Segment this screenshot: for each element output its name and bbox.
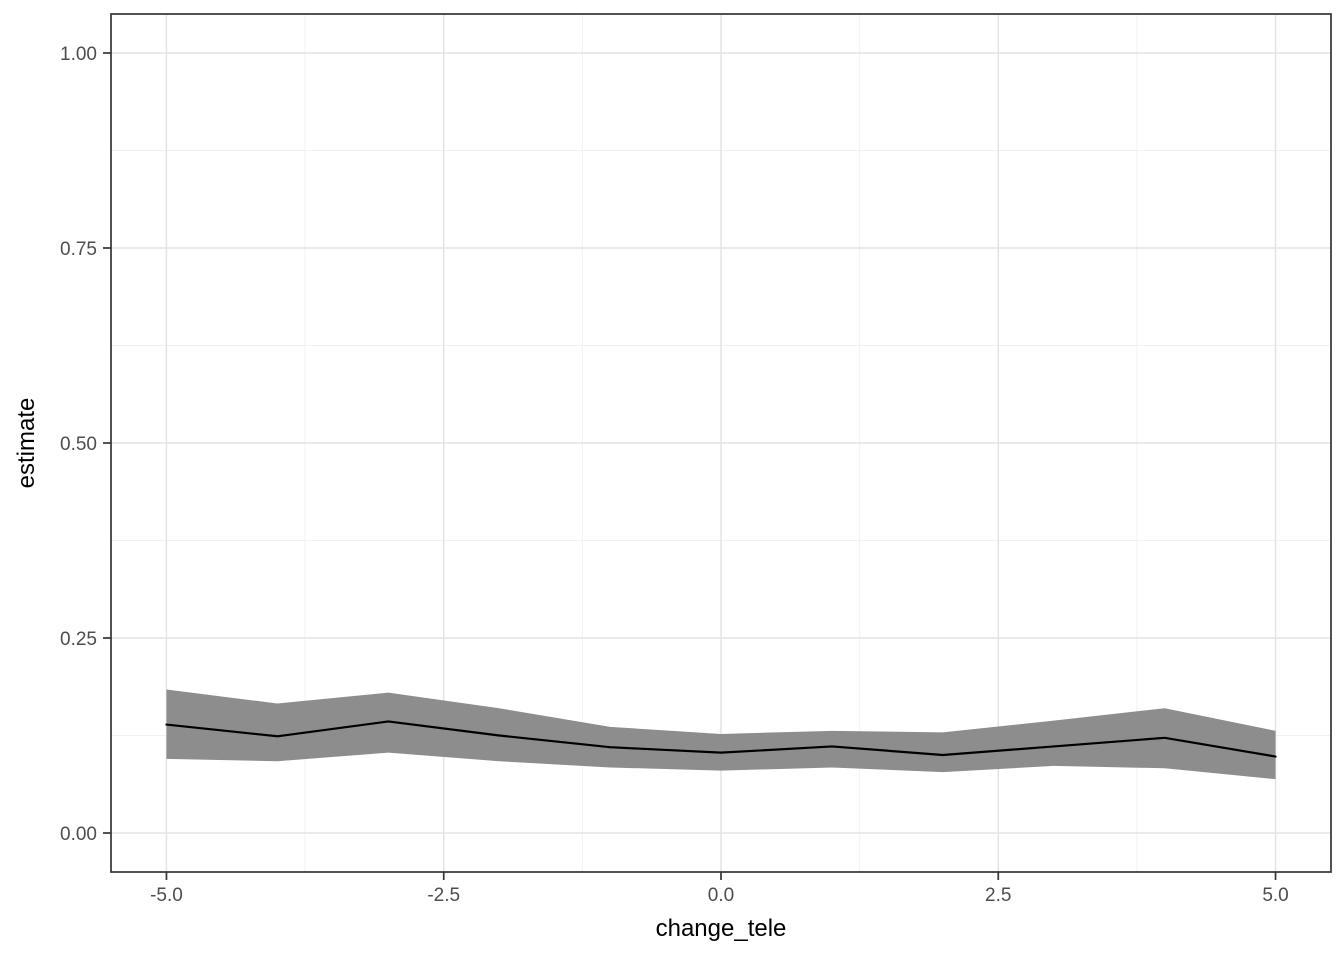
x-tick-labels: -5.0 -2.5 0.0 2.5 5.0 (150, 885, 1289, 906)
y-axis-title: estimate (13, 397, 40, 489)
estimate-line (165, 720, 1277, 758)
y-tick-label: 0.00 (60, 824, 97, 845)
confidence-ribbon (166, 689, 1276, 780)
y-tick-label: 0.25 (60, 629, 97, 650)
x-tick-label: 5.0 (1262, 885, 1288, 906)
y-tick-label: 0.50 (60, 434, 97, 455)
x-tick-label: 0.0 (708, 885, 734, 906)
y-tick-label: 0.75 (60, 239, 97, 260)
x-tick-label: -5.0 (150, 885, 183, 906)
x-axis-title: change_tele (655, 915, 787, 942)
y-tick-labels: 0.00 0.25 0.50 0.75 1.00 (60, 44, 97, 845)
x-tick-label: -2.5 (427, 885, 460, 906)
axis-ticks (103, 52, 1277, 880)
x-tick-label: 2.5 (985, 885, 1011, 906)
y-tick-label: 1.00 (60, 44, 97, 65)
